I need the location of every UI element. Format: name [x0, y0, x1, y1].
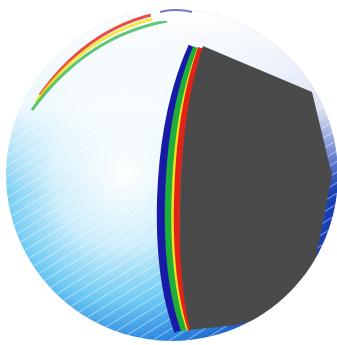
rim-band-red: [38, 10, 166, 96]
rim-band-yellow: [34, 14, 167, 103]
cut-face: [179, 46, 332, 330]
cut-band-red: [173, 46, 204, 331]
sphere-body: [6, 9, 337, 341]
cut-band-green: [164, 46, 203, 332]
rim-band-green: [30, 19, 168, 111]
top-rim: [159, 9, 193, 13]
